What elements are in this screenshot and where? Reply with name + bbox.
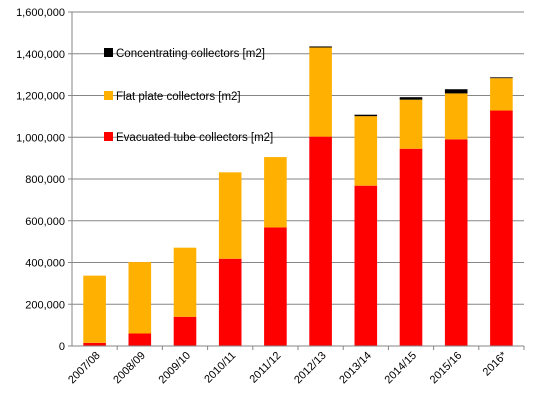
bar-segment: [173, 247, 197, 317]
bar-segment: [490, 77, 513, 79]
bar-segment: [399, 99, 423, 149]
legend-label: Evacuated tube collectors [m2]: [116, 132, 273, 144]
y-tick-label: 0: [59, 341, 65, 353]
bar-segment: [173, 316, 197, 346]
bar-segment: [354, 185, 378, 346]
legend-swatch: [104, 132, 113, 141]
x-tick-label: 2009/10: [157, 350, 194, 387]
bars: [83, 46, 513, 346]
axes: [71, 12, 525, 350]
x-tick-label: 2013/14: [337, 350, 374, 387]
bar-segment: [444, 93, 468, 140]
bar-segment: [399, 97, 423, 100]
bar-segment: [444, 89, 468, 94]
bar-segment: [444, 139, 468, 346]
bar-segment: [264, 157, 287, 228]
y-tick-label: 600,000: [25, 216, 65, 228]
bar-segment: [354, 116, 378, 186]
bar-segment: [128, 262, 152, 334]
bar-segment: [264, 227, 287, 346]
bar-segment: [218, 258, 242, 346]
y-tick-label: 1,200,000: [16, 91, 65, 103]
bar-segment: [309, 46, 332, 48]
bar-segment: [218, 172, 242, 259]
bar-segment: [128, 333, 152, 346]
bar-segment: [309, 136, 332, 346]
x-tick-label: 2015/16: [428, 350, 465, 387]
legend: Concentrating collectors [m2] Flat plate …: [104, 48, 273, 144]
legend-label: Concentrating collectors [m2]: [116, 48, 265, 60]
bar-segment: [490, 78, 513, 111]
bar-segment: [83, 342, 106, 346]
x-tick-label: 2016*: [481, 349, 510, 378]
y-tick-label: 400,000: [25, 258, 65, 270]
y-tick-label: 1,600,000: [16, 7, 65, 19]
x-tick-label: 2012/13: [292, 350, 329, 387]
y-tick-label: 1,400,000: [16, 49, 65, 61]
legend-label: Flat plate collectors [m2]: [116, 91, 241, 103]
bar-segment: [309, 47, 332, 137]
bar-segment: [83, 275, 106, 343]
legend-swatch: [104, 48, 113, 57]
x-tick-label: 2008/09: [111, 350, 148, 387]
y-tick-label: 800,000: [25, 174, 65, 186]
x-tick-label: 2011/12: [247, 350, 283, 386]
x-tick-label: 2007/08: [66, 350, 103, 387]
x-tick-label: 2010/11: [202, 350, 238, 386]
legend-swatch: [104, 91, 113, 100]
y-tick-labels: 0 200,000 400,000 600,000 800,000 1,000,000 1,…: [16, 7, 65, 353]
bar-segment: [354, 114, 378, 117]
bar-segment: [490, 110, 513, 346]
bar-segment: [399, 148, 423, 346]
y-tick-label: 200,000: [25, 299, 65, 311]
x-tick-label: 2014/15: [383, 350, 420, 387]
x-tick-labels: 2007/08 2008/09 2009/10 2010/11 2011/12 2012/…: [66, 349, 510, 386]
y-tick-label: 1,000,000: [16, 132, 65, 144]
